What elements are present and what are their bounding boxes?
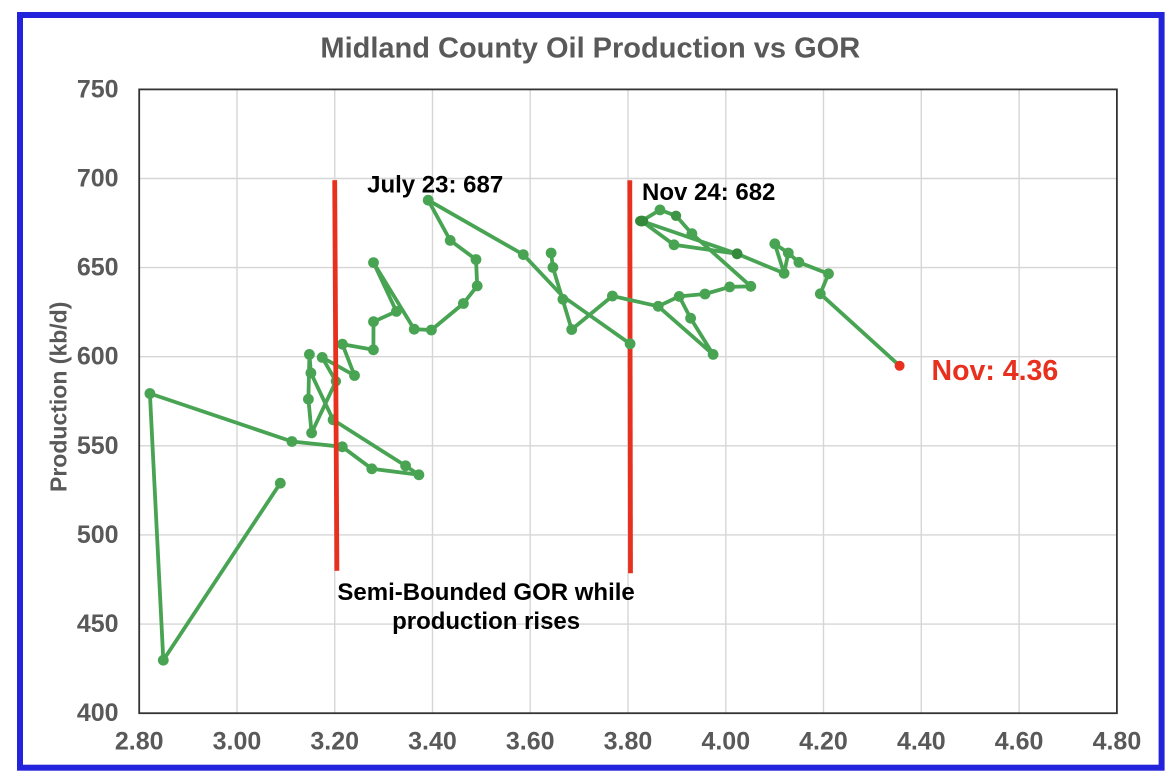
svg-text:550: 550 bbox=[77, 432, 119, 460]
svg-text:4.00: 4.00 bbox=[701, 727, 750, 755]
svg-text:3.20: 3.20 bbox=[310, 727, 359, 755]
svg-text:650: 650 bbox=[77, 254, 119, 282]
svg-text:Midland County Oil Production: Midland County Oil Production vs GOR bbox=[320, 33, 860, 65]
svg-text:Semi-Bounded GOR while: Semi-Bounded GOR while bbox=[337, 579, 634, 606]
svg-text:600: 600 bbox=[77, 343, 119, 371]
svg-text:2.80: 2.80 bbox=[115, 727, 164, 755]
svg-text:700: 700 bbox=[77, 165, 119, 193]
svg-text:500: 500 bbox=[77, 521, 119, 549]
svg-text:3.80: 3.80 bbox=[604, 727, 653, 755]
svg-text:750: 750 bbox=[77, 75, 119, 103]
svg-text:4.80: 4.80 bbox=[1093, 727, 1142, 755]
svg-text:450: 450 bbox=[77, 610, 119, 638]
svg-text:3.40: 3.40 bbox=[408, 727, 457, 755]
svg-text:400: 400 bbox=[77, 699, 119, 727]
svg-text:3.60: 3.60 bbox=[506, 727, 555, 755]
svg-text:July 23: 687: July 23: 687 bbox=[367, 172, 503, 199]
svg-text:3.00: 3.00 bbox=[213, 727, 262, 755]
svg-text:Nov 24: 682: Nov 24: 682 bbox=[642, 179, 775, 206]
svg-text:4.20: 4.20 bbox=[799, 727, 848, 755]
svg-text:4.60: 4.60 bbox=[995, 727, 1044, 755]
svg-text:production rises: production rises bbox=[392, 608, 580, 635]
svg-text:4.40: 4.40 bbox=[897, 727, 946, 755]
svg-text:Nov: 4.36: Nov: 4.36 bbox=[932, 355, 1059, 387]
svg-text:Production (kb/d): Production (kb/d) bbox=[46, 302, 72, 492]
